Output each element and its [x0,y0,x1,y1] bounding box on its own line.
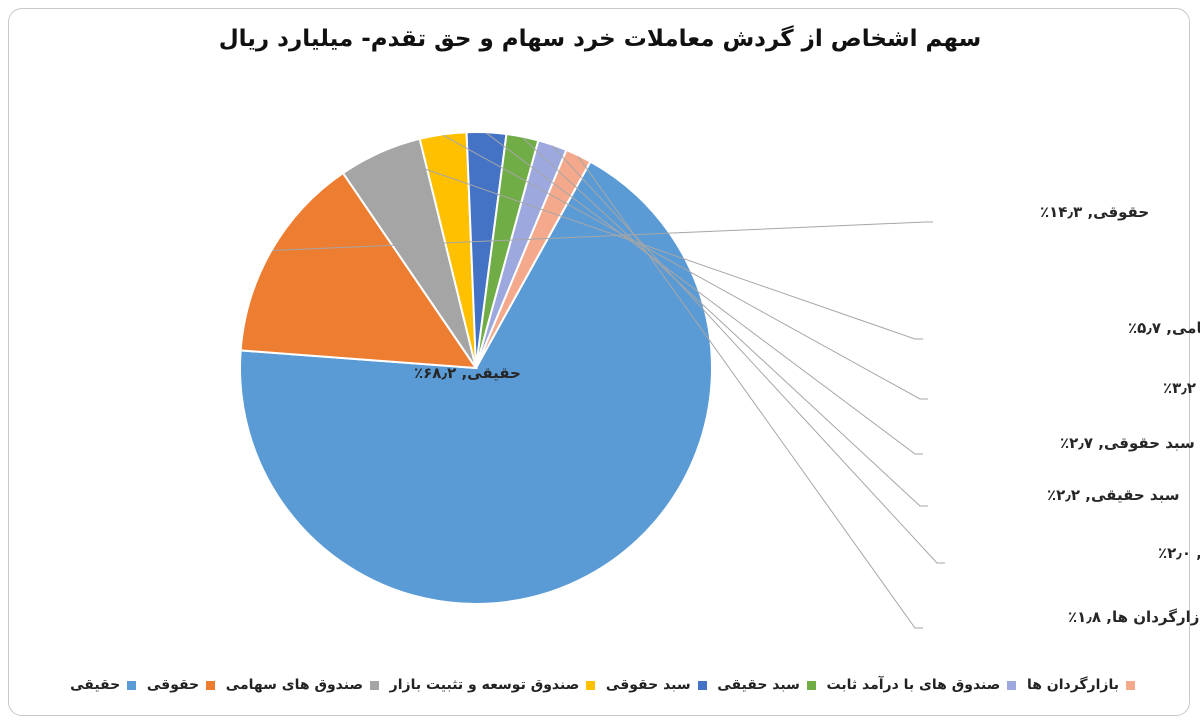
pie-slice [475,148,592,369]
legend-swatch [586,680,596,690]
leader-line [551,145,945,564]
leader-lines [272,132,945,629]
legend-item: بازارگردان ها [1027,677,1135,693]
legend-label: سبد حقوقی [605,677,691,693]
data-label: صندوق های سهامی, ۵٫۷٪ [1128,319,1200,337]
data-label: صندوق های با درآمد ثابت, ۲٫۰٪ [1158,544,1200,562]
leader-line [442,134,928,400]
legend-swatch [697,680,707,690]
legend-swatch [370,680,379,690]
legend-item: صندوق های با درآمد ثابت [827,677,1017,693]
pie-slices [239,131,713,605]
leader-line [272,221,933,251]
legend-swatch [806,680,816,690]
chart-title: سهم اشخاص از گردش معاملات خرد سهام و حق … [218,26,982,52]
legend-item: سبد حقوقی [606,677,707,693]
legend-swatch [206,680,216,690]
data-label: سبد حقیقی, ۲٫۲٪ [1047,486,1179,504]
legend-item: صندوق توسعه و تثبیت بازار [390,677,596,693]
data-label: حقوقی, ۱۴٫۳٪ [1040,203,1149,221]
legend-item: سبد حقیقی [717,677,816,693]
legend-swatch [1007,680,1017,690]
leader-line [380,152,923,340]
data-label: بازارگردان ها, ۱٫۸٪ [1068,608,1200,626]
legend-item: صندوق های سهامی [226,677,379,693]
legend-label: سبد حقیقی [717,677,800,693]
data-labels: حقیقی, ۶۸٫۲٪ حقوقی, ۱۴٫۳٪ صندوق های سهامی,… [414,203,1200,626]
legend-swatch [127,680,137,690]
data-label: صندوق توسعه و تثبیت بازار, ۳٫۲٪ [1163,379,1200,397]
legend-swatch [1126,680,1135,690]
legend-item: حقوقی [146,677,216,693]
legend-label: صندوق های با درآمد ثابت [826,677,1001,693]
legend: حقیقی حقوقی صندوق های سهامی صندوق توسعه و ت… [70,672,1135,698]
data-label: سبد حقوقی, ۲٫۷٪ [1060,434,1195,452]
pie-slice [239,160,713,605]
legend-label: صندوق های سهامی [225,677,363,693]
leader-line [522,137,928,507]
legend-label: حقوقی [146,677,200,693]
leader-line [486,132,923,455]
pie-slice [239,171,478,370]
leader-line [577,156,923,629]
data-label: حقیقی, ۶۸٫۲٪ [414,364,521,382]
legend-item: حقیقی [70,677,137,693]
legend-label: صندوق توسعه و تثبیت بازار [389,677,580,693]
legend-label: حقیقی [70,677,121,693]
legend-label: بازارگردان ها [1026,677,1119,693]
